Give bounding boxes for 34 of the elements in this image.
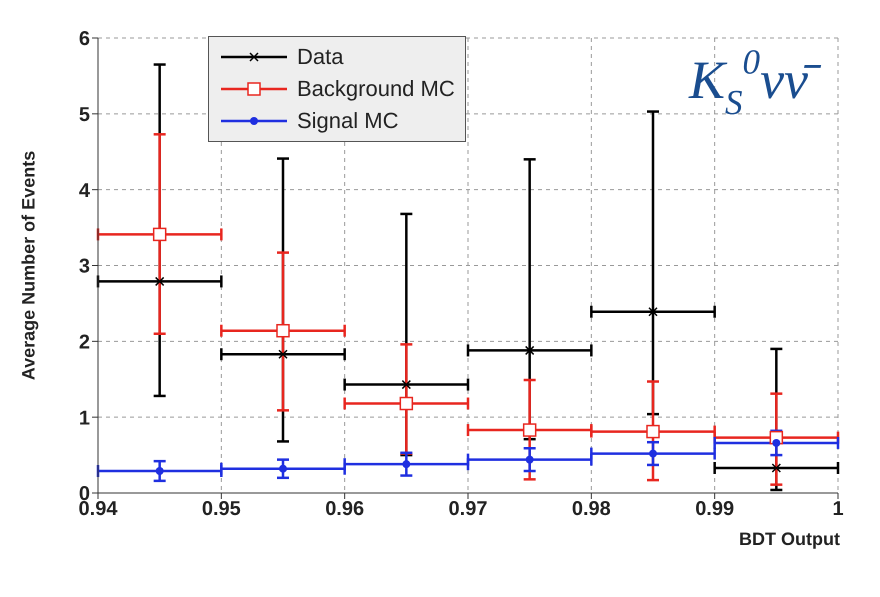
point: [649, 450, 657, 458]
point: [402, 460, 410, 468]
x-tick-label: 0.98: [572, 498, 611, 520]
y-tick-label: 2: [78, 331, 90, 354]
x-tick-label: 0.99: [695, 498, 734, 520]
point: [154, 276, 164, 286]
x-tick-label: 1: [832, 498, 844, 520]
point: [772, 438, 780, 447]
point: [276, 324, 290, 338]
point: [648, 307, 658, 317]
point: [156, 467, 164, 476]
point: [772, 463, 782, 473]
y-tick-label: 3: [78, 256, 90, 278]
legend-label: Signal MC: [297, 108, 398, 134]
y-tick-label: 1: [78, 407, 90, 430]
y-tick-label: 4: [78, 180, 91, 202]
point: [522, 423, 536, 437]
x-tick-label: 0.96: [325, 498, 364, 520]
y-tick-label: 5: [78, 104, 90, 126]
y-tick-label: 6: [78, 28, 90, 50]
point: [402, 380, 412, 390]
legend-label: Background MC: [297, 76, 455, 102]
x-tick-label: 0.97: [448, 498, 488, 520]
point: [400, 396, 414, 410]
point: [152, 228, 166, 242]
point: [526, 456, 534, 464]
point: [279, 464, 287, 473]
x-axis-title: BDT Output: [739, 529, 840, 549]
legend-label: Data: [297, 44, 344, 70]
point: [524, 346, 534, 356]
x-tick-label: 0.95: [202, 498, 241, 520]
point: [646, 424, 660, 438]
point: [278, 349, 288, 359]
y-axis-title: Average Number of Events: [18, 150, 38, 380]
